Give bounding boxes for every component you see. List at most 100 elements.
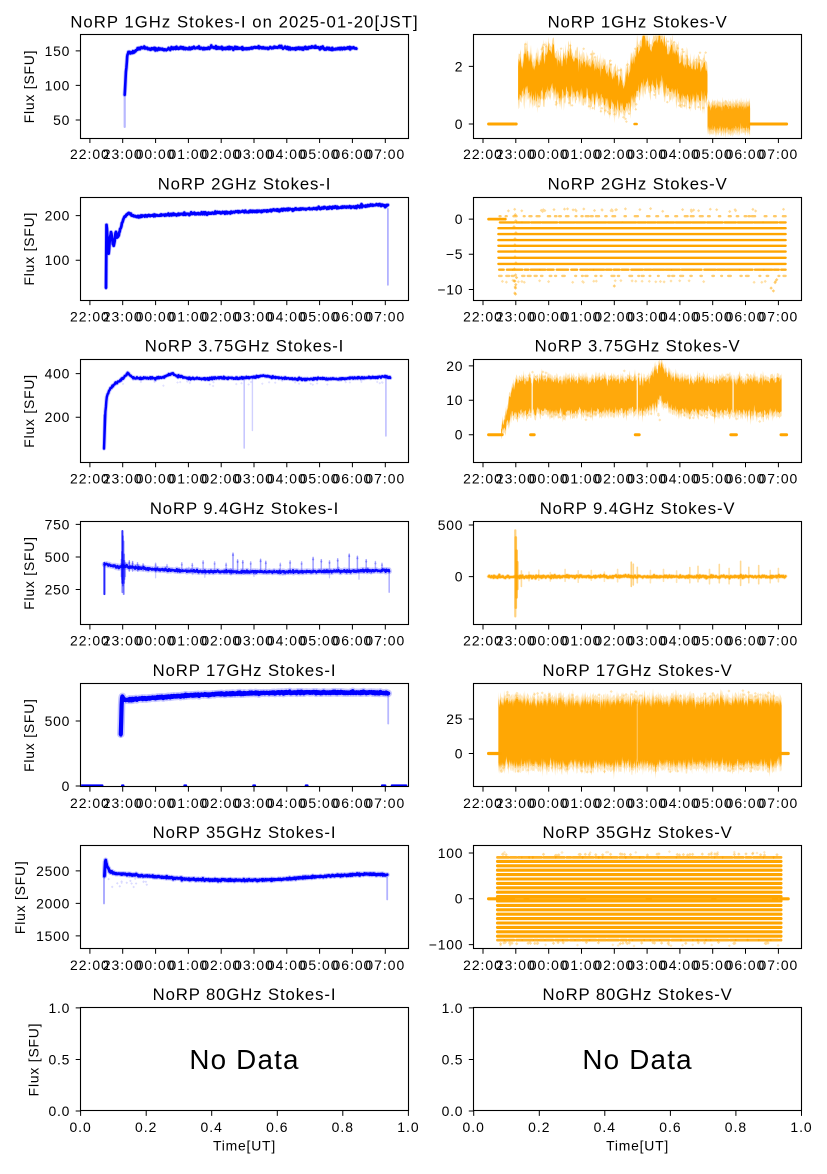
- svg-text:22:00: 22:00: [463, 633, 503, 649]
- svg-text:Flux [SFU]: Flux [SFU]: [12, 860, 28, 934]
- svg-text:23:00: 23:00: [103, 471, 143, 487]
- svg-text:04:00: 04:00: [267, 957, 307, 973]
- svg-text:01:00: 01:00: [562, 146, 602, 162]
- svg-text:05:00: 05:00: [693, 795, 733, 811]
- svg-text:01:00: 01:00: [169, 957, 209, 973]
- svg-text:07:00: 07:00: [365, 795, 405, 811]
- svg-text:03:00: 03:00: [627, 308, 667, 324]
- svg-text:0.0: 0.0: [442, 1103, 464, 1119]
- svg-text:250: 250: [45, 581, 71, 597]
- svg-text:100: 100: [45, 252, 71, 268]
- svg-text:23:00: 23:00: [496, 146, 536, 162]
- svg-text:Flux [SFU]: Flux [SFU]: [21, 50, 37, 124]
- svg-text:02:00: 02:00: [594, 795, 634, 811]
- svg-text:0: 0: [455, 891, 464, 907]
- svg-text:05:00: 05:00: [300, 308, 340, 324]
- svg-text:0.4: 0.4: [594, 1119, 616, 1135]
- svg-text:02:00: 02:00: [201, 308, 241, 324]
- svg-text:23:00: 23:00: [496, 308, 536, 324]
- svg-text:0: 0: [455, 427, 464, 443]
- svg-text:01:00: 01:00: [169, 633, 209, 649]
- svg-text:00:00: 00:00: [529, 795, 569, 811]
- svg-text:03:00: 03:00: [234, 471, 274, 487]
- svg-text:06:00: 06:00: [726, 795, 766, 811]
- svg-text:NoRP 2GHz Stokes-V: NoRP 2GHz Stokes-V: [548, 175, 728, 194]
- svg-text:750: 750: [45, 516, 71, 532]
- svg-text:23:00: 23:00: [103, 795, 143, 811]
- svg-text:23:00: 23:00: [496, 795, 536, 811]
- svg-text:22:00: 22:00: [463, 308, 503, 324]
- svg-text:00:00: 00:00: [529, 146, 569, 162]
- svg-text:400: 400: [45, 366, 71, 382]
- svg-text:2: 2: [455, 58, 464, 74]
- svg-text:10: 10: [446, 392, 463, 408]
- svg-text:07:00: 07:00: [365, 308, 405, 324]
- svg-text:07:00: 07:00: [759, 146, 799, 162]
- svg-text:02:00: 02:00: [594, 146, 634, 162]
- svg-text:−10: −10: [437, 281, 463, 297]
- svg-text:04:00: 04:00: [267, 308, 307, 324]
- svg-text:Flux [SFU]: Flux [SFU]: [21, 536, 37, 610]
- svg-text:20: 20: [446, 358, 463, 374]
- svg-text:−100: −100: [429, 937, 464, 953]
- svg-text:22:00: 22:00: [463, 957, 503, 973]
- svg-text:22:00: 22:00: [70, 957, 110, 973]
- svg-text:02:00: 02:00: [594, 471, 634, 487]
- svg-text:06:00: 06:00: [333, 471, 373, 487]
- svg-text:22:00: 22:00: [463, 471, 503, 487]
- svg-text:00:00: 00:00: [529, 957, 569, 973]
- svg-text:00:00: 00:00: [529, 471, 569, 487]
- svg-text:NoRP 9.4GHz Stokes-I: NoRP 9.4GHz Stokes-I: [150, 499, 339, 518]
- svg-text:04:00: 04:00: [267, 471, 307, 487]
- svg-text:03:00: 03:00: [627, 633, 667, 649]
- svg-text:00:00: 00:00: [529, 308, 569, 324]
- svg-text:05:00: 05:00: [693, 633, 733, 649]
- svg-text:00:00: 00:00: [136, 795, 176, 811]
- svg-text:02:00: 02:00: [594, 308, 634, 324]
- svg-text:04:00: 04:00: [660, 957, 700, 973]
- svg-text:03:00: 03:00: [234, 146, 274, 162]
- svg-text:01:00: 01:00: [169, 795, 209, 811]
- svg-text:150: 150: [45, 43, 71, 59]
- svg-text:07:00: 07:00: [759, 957, 799, 973]
- svg-text:05:00: 05:00: [693, 471, 733, 487]
- svg-text:0.8: 0.8: [725, 1119, 747, 1135]
- svg-text:02:00: 02:00: [201, 795, 241, 811]
- svg-text:NoRP 80GHz Stokes-V: NoRP 80GHz Stokes-V: [542, 985, 732, 1004]
- svg-text:01:00: 01:00: [562, 957, 602, 973]
- svg-text:03:00: 03:00: [627, 471, 667, 487]
- svg-text:02:00: 02:00: [201, 633, 241, 649]
- svg-text:0.0: 0.0: [463, 1119, 485, 1135]
- svg-text:07:00: 07:00: [759, 795, 799, 811]
- svg-text:500: 500: [45, 713, 71, 729]
- svg-text:07:00: 07:00: [365, 957, 405, 973]
- svg-text:23:00: 23:00: [103, 146, 143, 162]
- svg-text:06:00: 06:00: [333, 957, 373, 973]
- svg-text:NoRP 1GHz Stokes-I on 2025-01-: NoRP 1GHz Stokes-I on 2025-01-20[JST]: [70, 12, 418, 31]
- svg-text:01:00: 01:00: [169, 308, 209, 324]
- svg-text:22:00: 22:00: [70, 308, 110, 324]
- svg-text:0.6: 0.6: [659, 1119, 681, 1135]
- svg-text:03:00: 03:00: [234, 308, 274, 324]
- svg-text:NoRP 35GHz Stokes-V: NoRP 35GHz Stokes-V: [542, 823, 732, 842]
- svg-text:01:00: 01:00: [562, 633, 602, 649]
- svg-text:Time[UT]: Time[UT]: [213, 1138, 276, 1154]
- svg-text:200: 200: [45, 208, 71, 224]
- svg-text:05:00: 05:00: [693, 146, 733, 162]
- svg-text:06:00: 06:00: [726, 146, 766, 162]
- svg-text:500: 500: [438, 517, 464, 533]
- svg-text:06:00: 06:00: [726, 633, 766, 649]
- svg-text:0.2: 0.2: [528, 1119, 550, 1135]
- svg-text:05:00: 05:00: [300, 471, 340, 487]
- svg-text:07:00: 07:00: [365, 471, 405, 487]
- svg-text:22:00: 22:00: [463, 795, 503, 811]
- svg-text:0.2: 0.2: [135, 1119, 157, 1135]
- svg-text:02:00: 02:00: [594, 957, 634, 973]
- svg-text:04:00: 04:00: [660, 146, 700, 162]
- svg-text:100: 100: [45, 77, 71, 93]
- svg-text:00:00: 00:00: [136, 146, 176, 162]
- svg-text:23:00: 23:00: [496, 957, 536, 973]
- svg-text:Flux [SFU]: Flux [SFU]: [26, 1023, 42, 1097]
- svg-text:23:00: 23:00: [103, 308, 143, 324]
- svg-text:01:00: 01:00: [169, 471, 209, 487]
